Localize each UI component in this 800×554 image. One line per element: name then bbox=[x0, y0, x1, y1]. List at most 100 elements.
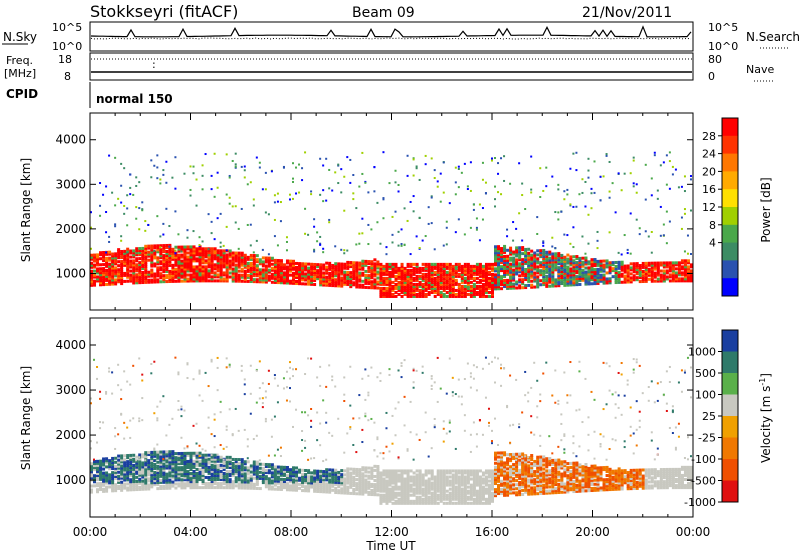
scatter-cell bbox=[298, 478, 302, 482]
scatter-cell bbox=[451, 268, 455, 272]
scatter-cell bbox=[409, 270, 413, 274]
scatter-cell bbox=[195, 178, 198, 181]
scatter-cell bbox=[165, 276, 169, 280]
scatter-cell bbox=[490, 276, 494, 280]
scatter-cell bbox=[472, 284, 476, 288]
scatter-cell bbox=[683, 267, 687, 271]
scatter-cell bbox=[270, 481, 274, 485]
scatter-cell bbox=[328, 482, 332, 486]
scatter-cell bbox=[590, 278, 594, 282]
scatter-cell bbox=[373, 487, 377, 491]
scatter-cell bbox=[204, 469, 208, 473]
scatter-cell bbox=[313, 477, 317, 481]
scatter-cell bbox=[159, 480, 163, 484]
scatter-cell bbox=[168, 464, 172, 468]
scatter-cell bbox=[515, 252, 519, 256]
scatter-cell bbox=[409, 262, 413, 266]
scatter-cell bbox=[180, 273, 184, 277]
scatter-cell bbox=[255, 239, 258, 242]
scatter-cell bbox=[572, 226, 575, 229]
scatter-cell bbox=[240, 257, 244, 261]
scatter-cell bbox=[234, 163, 237, 166]
scatter-cell bbox=[249, 223, 252, 226]
scatter-cell bbox=[334, 478, 338, 482]
scatter-cell bbox=[310, 266, 314, 270]
scatter-cell bbox=[228, 363, 231, 366]
scatter-cell bbox=[252, 266, 256, 270]
scatter-cell bbox=[415, 501, 419, 505]
noise-tick-top-left: 10^5 bbox=[52, 21, 82, 34]
scatter-cell bbox=[563, 281, 567, 285]
scatter-cell bbox=[403, 286, 407, 290]
scatter-cell bbox=[358, 273, 362, 277]
scatter-cell bbox=[219, 459, 223, 463]
scatter-cell bbox=[183, 484, 187, 488]
scatter-cell bbox=[497, 261, 501, 265]
scatter-cell bbox=[264, 481, 268, 485]
scatter-cell bbox=[261, 278, 265, 282]
scatter-cell bbox=[382, 497, 386, 501]
scatter-cell bbox=[183, 459, 187, 463]
scatter-cell bbox=[394, 481, 398, 485]
scatter-cell bbox=[497, 191, 500, 194]
scatter-cell bbox=[512, 252, 516, 256]
scatter-cell bbox=[328, 271, 332, 275]
scatter-cell bbox=[177, 470, 181, 474]
scatter-cell bbox=[123, 478, 127, 482]
scatter-cell bbox=[490, 282, 494, 286]
scatter-cell bbox=[195, 467, 199, 471]
scatter-cell bbox=[102, 471, 106, 475]
scatter-cell bbox=[304, 264, 308, 268]
scatter-cell bbox=[174, 249, 177, 252]
scatter-cell bbox=[352, 479, 356, 483]
scatter-cell bbox=[117, 476, 121, 480]
scatter-cell bbox=[569, 273, 573, 277]
scatter-cell bbox=[509, 266, 513, 270]
scatter-cell bbox=[412, 270, 416, 274]
scatter-cell bbox=[207, 477, 211, 481]
scatter-cell bbox=[123, 249, 127, 253]
scatter-cell bbox=[349, 279, 353, 283]
scatter-cell bbox=[207, 469, 211, 473]
scatter-cell bbox=[96, 275, 100, 279]
scatter-cell bbox=[168, 259, 172, 263]
scatter-cell bbox=[569, 203, 572, 206]
scatter-cell bbox=[409, 286, 413, 290]
scatter-cell bbox=[674, 261, 678, 265]
scatter-cell bbox=[542, 250, 546, 254]
scatter-cell bbox=[478, 288, 482, 292]
scatter-cell bbox=[524, 257, 528, 261]
scatter-cell bbox=[463, 290, 467, 294]
scatter-cell bbox=[267, 262, 271, 266]
scatter-cell bbox=[249, 276, 253, 280]
scatter-cell bbox=[509, 280, 513, 284]
scatter-cell bbox=[593, 276, 597, 280]
scatter-cell bbox=[204, 247, 208, 251]
scatter-cell bbox=[90, 470, 93, 474]
scatter-cell bbox=[159, 454, 163, 458]
scatter-cell bbox=[310, 457, 313, 460]
scatter-cell bbox=[228, 196, 231, 199]
scatter-cell bbox=[364, 486, 368, 490]
scatter-cell bbox=[279, 267, 283, 271]
scatter-cell bbox=[228, 463, 232, 467]
scatter-cell bbox=[424, 288, 428, 292]
scatter-cell bbox=[261, 475, 265, 479]
scatter-cell bbox=[201, 471, 205, 475]
scatter-cell bbox=[370, 260, 374, 264]
scatter-cell bbox=[147, 244, 151, 248]
scatter-cell bbox=[632, 266, 636, 270]
scatter-cell bbox=[135, 461, 139, 465]
scatter-cell bbox=[183, 263, 187, 267]
scatter-cell bbox=[186, 277, 190, 281]
scatter-cell bbox=[494, 279, 498, 283]
scatter-cell bbox=[195, 247, 199, 251]
scatter-cell bbox=[674, 267, 678, 271]
scatter-cell bbox=[243, 462, 247, 466]
scatter-cell bbox=[397, 457, 400, 460]
scatter-cell bbox=[424, 469, 428, 473]
scatter-cell bbox=[439, 292, 443, 296]
scatter-cell bbox=[141, 469, 145, 473]
scatter-cell bbox=[494, 275, 498, 279]
scatter-cell bbox=[111, 280, 115, 284]
